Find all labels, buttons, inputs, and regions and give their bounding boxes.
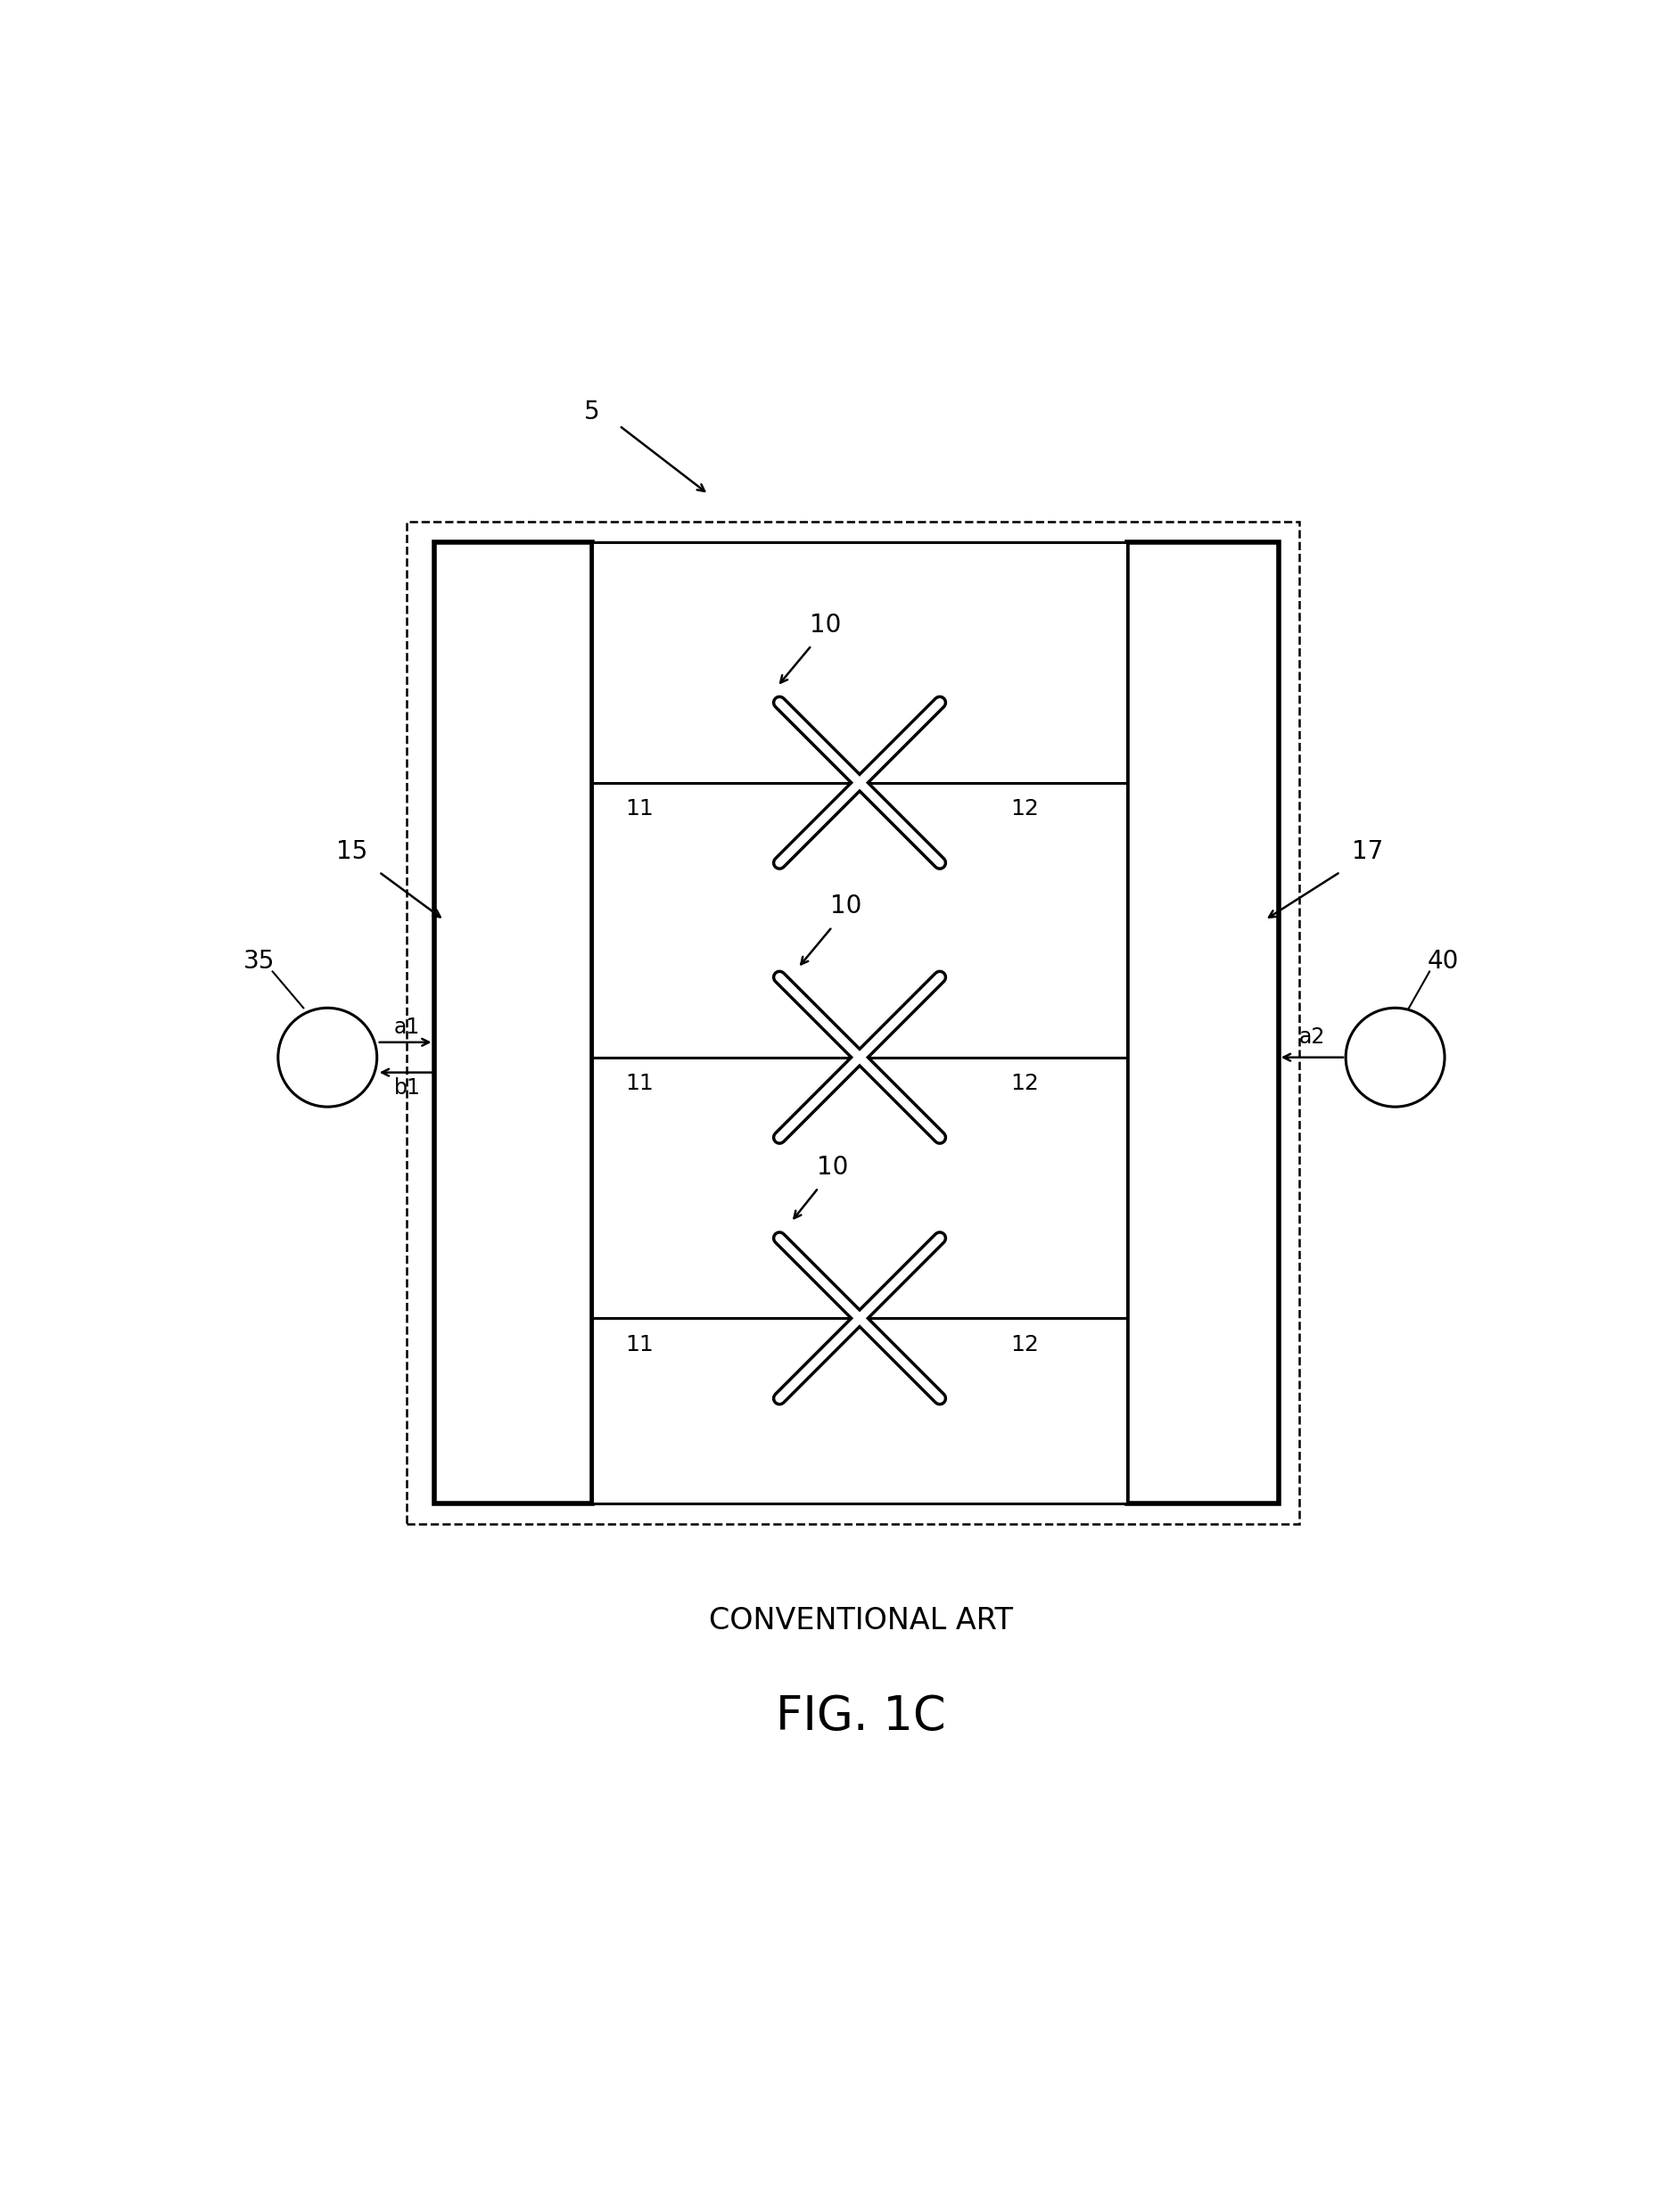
Text: FIG. 1C: FIG. 1C <box>776 1694 946 1740</box>
Text: 11: 11 <box>625 1074 654 1093</box>
Text: 10: 10 <box>810 611 842 638</box>
Bar <box>1127 543 1278 1503</box>
Text: 15: 15 <box>336 839 368 863</box>
Text: a2: a2 <box>1299 1025 1326 1047</box>
Text: CONVENTIONAL ART: CONVENTIONAL ART <box>709 1606 1013 1634</box>
Text: 12: 12 <box>1010 1074 1038 1093</box>
Text: 12: 12 <box>1010 798 1038 819</box>
Bar <box>591 543 1127 1503</box>
Text: 35: 35 <box>244 949 274 973</box>
Bar <box>407 521 1299 1525</box>
Text: b1: b1 <box>395 1076 420 1098</box>
Text: 11: 11 <box>625 798 654 819</box>
Text: 12: 12 <box>1010 1334 1038 1354</box>
Text: 10: 10 <box>830 894 862 918</box>
Text: 17: 17 <box>1352 839 1383 863</box>
Bar <box>433 543 591 1503</box>
Text: 11: 11 <box>625 1334 654 1354</box>
Text: 10: 10 <box>816 1155 848 1179</box>
Text: 40: 40 <box>1428 949 1458 973</box>
Text: 5: 5 <box>585 399 600 425</box>
Text: a1: a1 <box>395 1017 420 1039</box>
